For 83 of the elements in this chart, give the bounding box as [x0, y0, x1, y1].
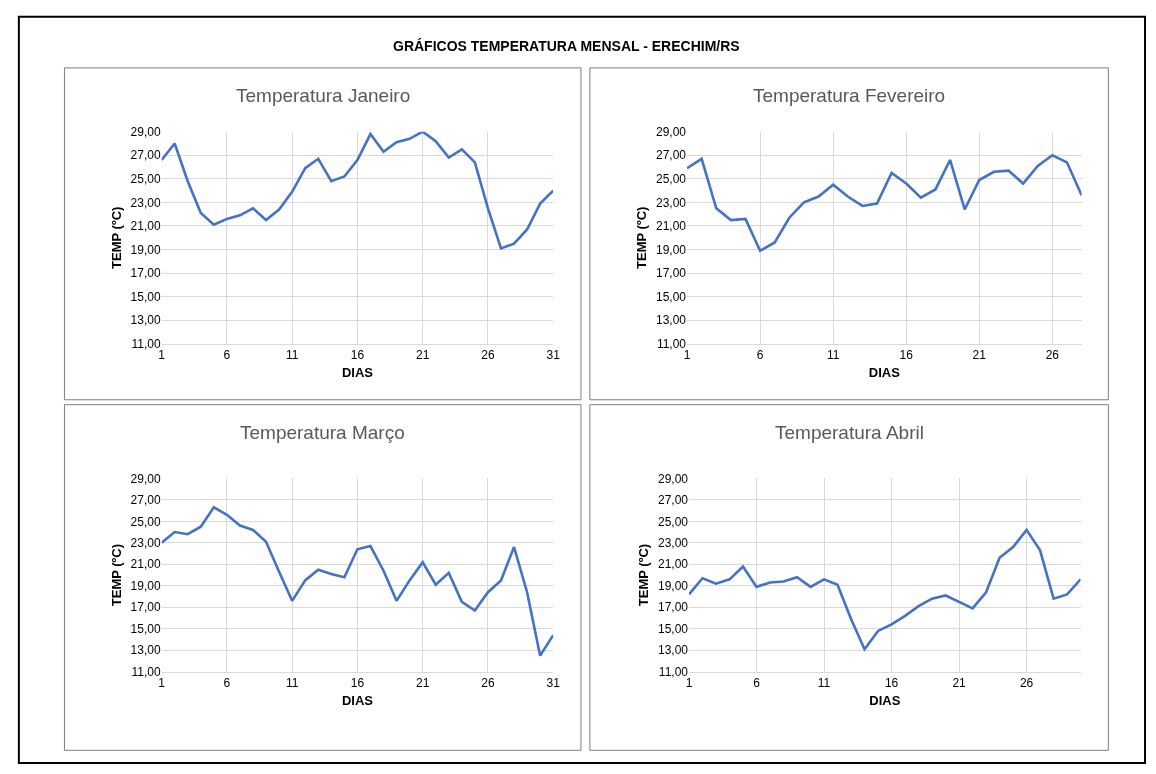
y-tick-label: 29,00: [130, 124, 161, 139]
chart-title: Temperatura Abril: [775, 422, 924, 443]
y-tick-label: 19,00: [130, 242, 161, 257]
x-tick-label: 26: [481, 676, 495, 691]
y-axis-title: TEMP (ºC): [108, 543, 124, 607]
y-tick-label: 21,00: [130, 219, 161, 234]
x-axis-title: DIAS: [869, 692, 901, 708]
y-tick-label: 25,00: [657, 514, 689, 529]
x-tick-label: 26: [1045, 348, 1060, 363]
line-series: [161, 131, 554, 250]
x-tick-label: 31: [546, 348, 561, 363]
y-tick-label: 17,00: [130, 266, 161, 281]
y-tick-label: 11,00: [131, 336, 161, 351]
x-tick-label: 16: [899, 348, 914, 363]
x-tick-label: 6: [223, 676, 231, 691]
y-tick-label: 11,00: [658, 664, 689, 679]
y-tick-label: 27,00: [130, 493, 161, 508]
x-tick-label: 1: [158, 348, 166, 363]
y-tick-label: 15,00: [130, 289, 161, 304]
y-tick-label: 27,00: [657, 493, 689, 508]
x-tick-label: 21: [972, 348, 987, 363]
x-axis-title: DIAS: [868, 364, 901, 380]
x-tick-label: 21: [416, 348, 430, 363]
y-tick-label: 21,00: [656, 219, 687, 234]
x-tick-label: 11: [285, 676, 299, 691]
y-tick-label: 29,00: [657, 471, 689, 486]
y-tick-label: 23,00: [130, 536, 161, 550]
y-tick-label: 13,00: [130, 643, 161, 658]
y-tick-label: 29,00: [130, 471, 161, 486]
x-tick-label: 16: [350, 348, 365, 363]
y-tick-label: 27,00: [656, 148, 687, 163]
y-tick-label: 23,00: [657, 536, 689, 550]
y-tick-label: 19,00: [657, 578, 689, 593]
x-axis-title: DIAS: [341, 692, 374, 708]
y-tick-label: 15,00: [130, 621, 161, 636]
y-axis-title: TEMP (ºC): [108, 206, 124, 269]
x-tick-label: 31: [546, 676, 561, 691]
x-tick-label: 26: [1019, 676, 1034, 691]
x-tick-label: 1: [683, 348, 691, 363]
y-tick-label: 25,00: [130, 514, 161, 529]
x-tick-label: 1: [158, 676, 166, 691]
y-tick-label: 29,00: [656, 124, 687, 139]
x-tick-label: 6: [753, 676, 761, 691]
y-tick-label: 17,00: [656, 266, 687, 281]
x-tick-label: 16: [350, 676, 365, 691]
y-tick-label: 13,00: [130, 313, 161, 328]
line-series: [161, 506, 554, 657]
x-tick-label: 11: [817, 676, 831, 691]
y-tick-label: 19,00: [656, 242, 687, 257]
y-tick-label: 15,00: [657, 621, 689, 636]
chart-title: Temperatura Janeiro: [236, 85, 411, 106]
y-tick-label: 19,00: [130, 578, 161, 593]
y-tick-label: 15,00: [656, 289, 687, 304]
y-tick-label: 13,00: [656, 313, 687, 328]
y-tick-label: 25,00: [130, 172, 161, 187]
y-axis-title: TEMP (ºC): [633, 206, 649, 269]
y-tick-label: 21,00: [130, 557, 161, 572]
y-tick-label: 23,00: [656, 195, 687, 210]
x-tick-label: 21: [952, 676, 967, 691]
chart-title: Temperatura Fevereiro: [753, 85, 946, 106]
x-tick-label: 11: [285, 348, 299, 363]
y-tick-label: 25,00: [656, 172, 687, 187]
x-tick-label: 1: [685, 676, 693, 691]
y-tick-label: 27,00: [130, 148, 161, 163]
y-tick-label: 11,00: [131, 664, 161, 679]
text: GRÁFICOS TEMPERATURA MENSAL - ERECHIM/RS: [393, 38, 740, 54]
y-tick-label: 11,00: [656, 336, 687, 351]
x-tick-label: 21: [416, 676, 430, 691]
y-tick-label: 13,00: [657, 643, 689, 658]
x-axis-title: DIAS: [341, 364, 374, 380]
y-axis-title: TEMP (ºC): [635, 543, 651, 607]
chart-title: Temperatura Março: [240, 422, 405, 443]
x-tick-label: 11: [826, 348, 840, 363]
x-tick-label: 6: [756, 348, 764, 363]
y-tick-label: 17,00: [657, 600, 689, 615]
x-tick-label: 26: [481, 348, 495, 363]
x-tick-label: 16: [884, 676, 899, 691]
y-tick-label: 21,00: [657, 557, 689, 572]
x-tick-label: 6: [223, 348, 231, 363]
y-tick-label: 23,00: [130, 195, 161, 210]
line-series: [687, 153, 1082, 253]
y-tick-label: 17,00: [130, 600, 161, 615]
line-series: [689, 528, 1081, 651]
